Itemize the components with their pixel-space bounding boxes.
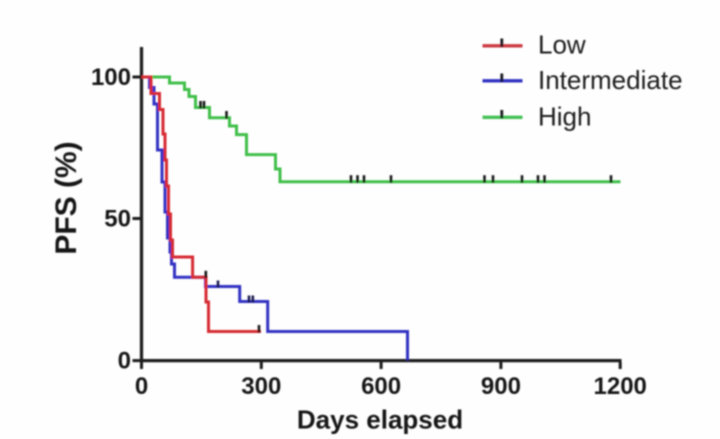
- svg-text:50: 50: [104, 206, 131, 233]
- svg-text:100: 100: [91, 64, 131, 91]
- svg-text:0: 0: [135, 373, 148, 400]
- svg-text:300: 300: [241, 373, 281, 400]
- svg-text:600: 600: [361, 373, 401, 400]
- svg-text:PFS (%): PFS (%): [50, 141, 83, 254]
- svg-text:High: High: [538, 102, 591, 132]
- svg-text:900: 900: [481, 373, 521, 400]
- svg-text:0: 0: [118, 348, 131, 375]
- svg-text:Intermediate: Intermediate: [538, 65, 683, 95]
- svg-text:Low: Low: [538, 30, 586, 60]
- svg-text:Days elapsed: Days elapsed: [297, 405, 463, 435]
- svg-text:1200: 1200: [594, 373, 647, 400]
